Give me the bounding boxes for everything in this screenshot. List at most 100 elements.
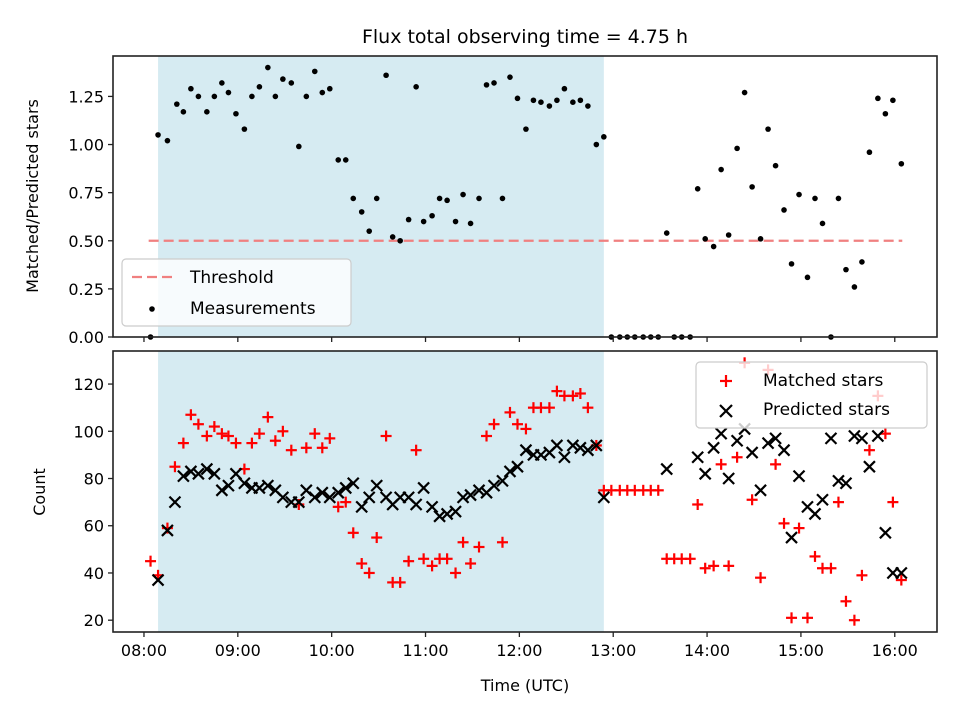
marker-stroke bbox=[409, 498, 423, 511]
predicted-legend-label: Predicted stars bbox=[763, 400, 890, 420]
measurement-point bbox=[241, 126, 248, 132]
marker-stroke bbox=[855, 432, 869, 445]
marker-stroke bbox=[863, 460, 876, 473]
matched-star-marker bbox=[465, 558, 477, 570]
predicted-star-marker bbox=[895, 566, 908, 580]
measurement-point bbox=[530, 97, 537, 104]
predicted-star-marker bbox=[816, 493, 829, 507]
predicted-star-marker bbox=[879, 526, 892, 540]
measurement-point bbox=[188, 85, 194, 92]
matched-star-marker bbox=[356, 558, 368, 570]
y-tick-label: 100 bbox=[73, 422, 104, 441]
matched-legend-swatch bbox=[720, 375, 732, 387]
marker-stroke bbox=[276, 491, 290, 504]
predicted-star-marker bbox=[425, 500, 439, 514]
measurement-point bbox=[570, 99, 576, 105]
predicted-star-marker bbox=[754, 484, 767, 497]
marker-stroke bbox=[292, 495, 306, 509]
measurement-point bbox=[405, 216, 412, 223]
marker-stroke bbox=[581, 443, 595, 457]
measurement-point bbox=[389, 234, 396, 240]
matched-star-marker bbox=[277, 425, 289, 437]
predicted-star-marker bbox=[177, 469, 190, 483]
measurement-point bbox=[882, 110, 889, 117]
matched-star-marker bbox=[723, 560, 735, 572]
measurement-point bbox=[383, 72, 389, 79]
predicted-star-marker bbox=[660, 462, 673, 476]
measurement-point bbox=[460, 191, 466, 198]
predicted-star-marker bbox=[339, 481, 353, 495]
measurement-point bbox=[875, 95, 881, 102]
measurement-point bbox=[219, 80, 225, 86]
measurement-point bbox=[507, 74, 513, 80]
marker-stroke bbox=[698, 467, 712, 481]
measurement-point bbox=[335, 157, 342, 163]
measurement-point bbox=[311, 68, 318, 75]
measurement-point bbox=[233, 110, 239, 117]
measurement-point bbox=[429, 212, 435, 219]
marker-stroke bbox=[472, 484, 486, 497]
predicted-star-marker bbox=[745, 446, 759, 459]
matched-star-marker bbox=[145, 555, 157, 567]
matched-star-marker bbox=[755, 572, 767, 584]
predicted-star-marker bbox=[832, 474, 845, 488]
matched-star-marker bbox=[216, 428, 228, 440]
marker-stroke bbox=[590, 439, 603, 452]
marker-stroke bbox=[824, 432, 838, 445]
matched-star-marker bbox=[699, 562, 711, 574]
marker-stroke bbox=[215, 484, 229, 497]
x-tick-label: 13:00 bbox=[590, 641, 636, 660]
predicted-star-marker bbox=[161, 524, 174, 537]
marker-stroke bbox=[496, 474, 509, 488]
matched-star-marker bbox=[692, 498, 704, 510]
marker-stroke bbox=[714, 427, 728, 440]
marker-stroke bbox=[222, 479, 235, 492]
matched-star-marker bbox=[403, 555, 415, 567]
measurement-point bbox=[436, 195, 443, 202]
matched-star-marker bbox=[192, 418, 204, 430]
top-legend-box bbox=[121, 258, 352, 327]
marker-stroke bbox=[433, 510, 446, 523]
x-tick-label: 10:00 bbox=[309, 641, 355, 660]
marker-stroke bbox=[574, 441, 587, 455]
y-tick-label: 120 bbox=[73, 375, 104, 394]
predicted-star-marker bbox=[714, 427, 728, 440]
marker-stroke bbox=[566, 439, 580, 452]
measurement-point bbox=[265, 64, 271, 71]
marker-stroke bbox=[417, 481, 430, 495]
measurement-point bbox=[420, 218, 427, 225]
measurement-point bbox=[765, 126, 771, 132]
predicted-star-marker bbox=[208, 467, 221, 481]
predicted-star-marker bbox=[308, 491, 322, 504]
marker-stroke bbox=[707, 441, 720, 455]
measurement-point bbox=[741, 89, 748, 96]
predicted-star-marker bbox=[566, 439, 580, 452]
measurement-point bbox=[499, 195, 506, 202]
chart-title: Flux total observing time = 4.75 h bbox=[362, 26, 688, 48]
matched-star-marker bbox=[543, 402, 555, 414]
measurement-point bbox=[561, 85, 568, 92]
matched-star-marker bbox=[731, 451, 743, 463]
top-axes-frame bbox=[112, 55, 938, 338]
measurement-point bbox=[757, 236, 764, 242]
matched-star-marker bbox=[309, 428, 321, 440]
measurement-point bbox=[272, 93, 279, 100]
y-tick-label: 0.50 bbox=[68, 232, 104, 251]
measurements-legend-label: Measurements bbox=[190, 299, 316, 319]
matched-star-marker bbox=[520, 423, 532, 435]
measurement-point bbox=[288, 80, 295, 86]
matched-star-marker bbox=[285, 444, 297, 456]
predicted-star-marker bbox=[456, 491, 470, 504]
marker-stroke bbox=[801, 500, 814, 514]
predicted-legend-swatch bbox=[719, 404, 733, 418]
matched-star-marker bbox=[371, 532, 383, 544]
measurements-legend-swatch bbox=[149, 306, 155, 312]
measurement-point bbox=[725, 232, 732, 238]
marker-stroke bbox=[519, 443, 533, 457]
predicted-star-marker bbox=[777, 443, 791, 457]
predicted-star-marker bbox=[151, 573, 165, 587]
measurement-points bbox=[147, 64, 905, 340]
marker-stroke bbox=[177, 469, 190, 483]
y-tick-label: 1.25 bbox=[68, 87, 104, 106]
ratio-panel: Flux total observing time = 4.75 h 0.000… bbox=[23, 26, 938, 347]
